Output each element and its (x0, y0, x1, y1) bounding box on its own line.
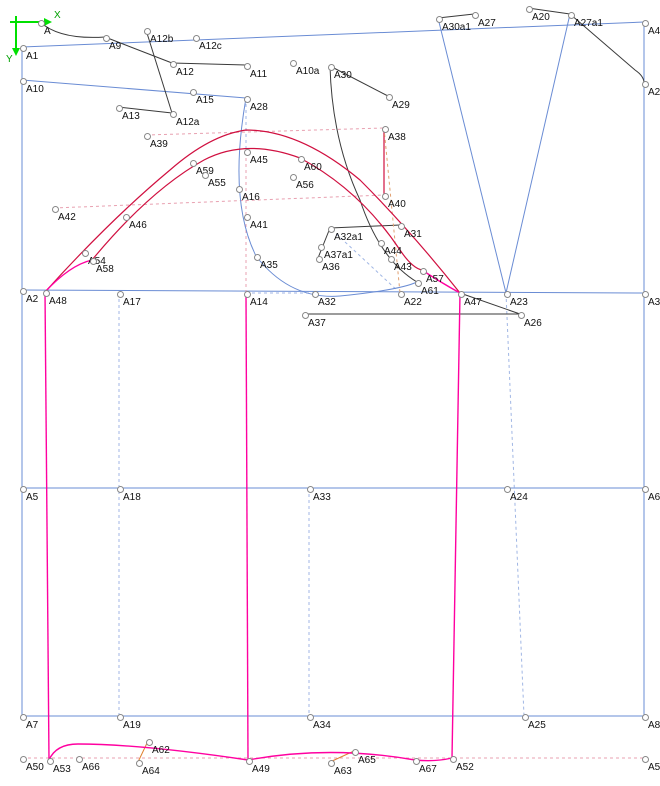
origin-axes-icon (0, 0, 60, 60)
diagram-svg (0, 0, 660, 786)
pattern-diagram-canvas: X Y AA1A4A9A10A12A12aA12bA12cA13A11A10aA… (0, 0, 660, 786)
